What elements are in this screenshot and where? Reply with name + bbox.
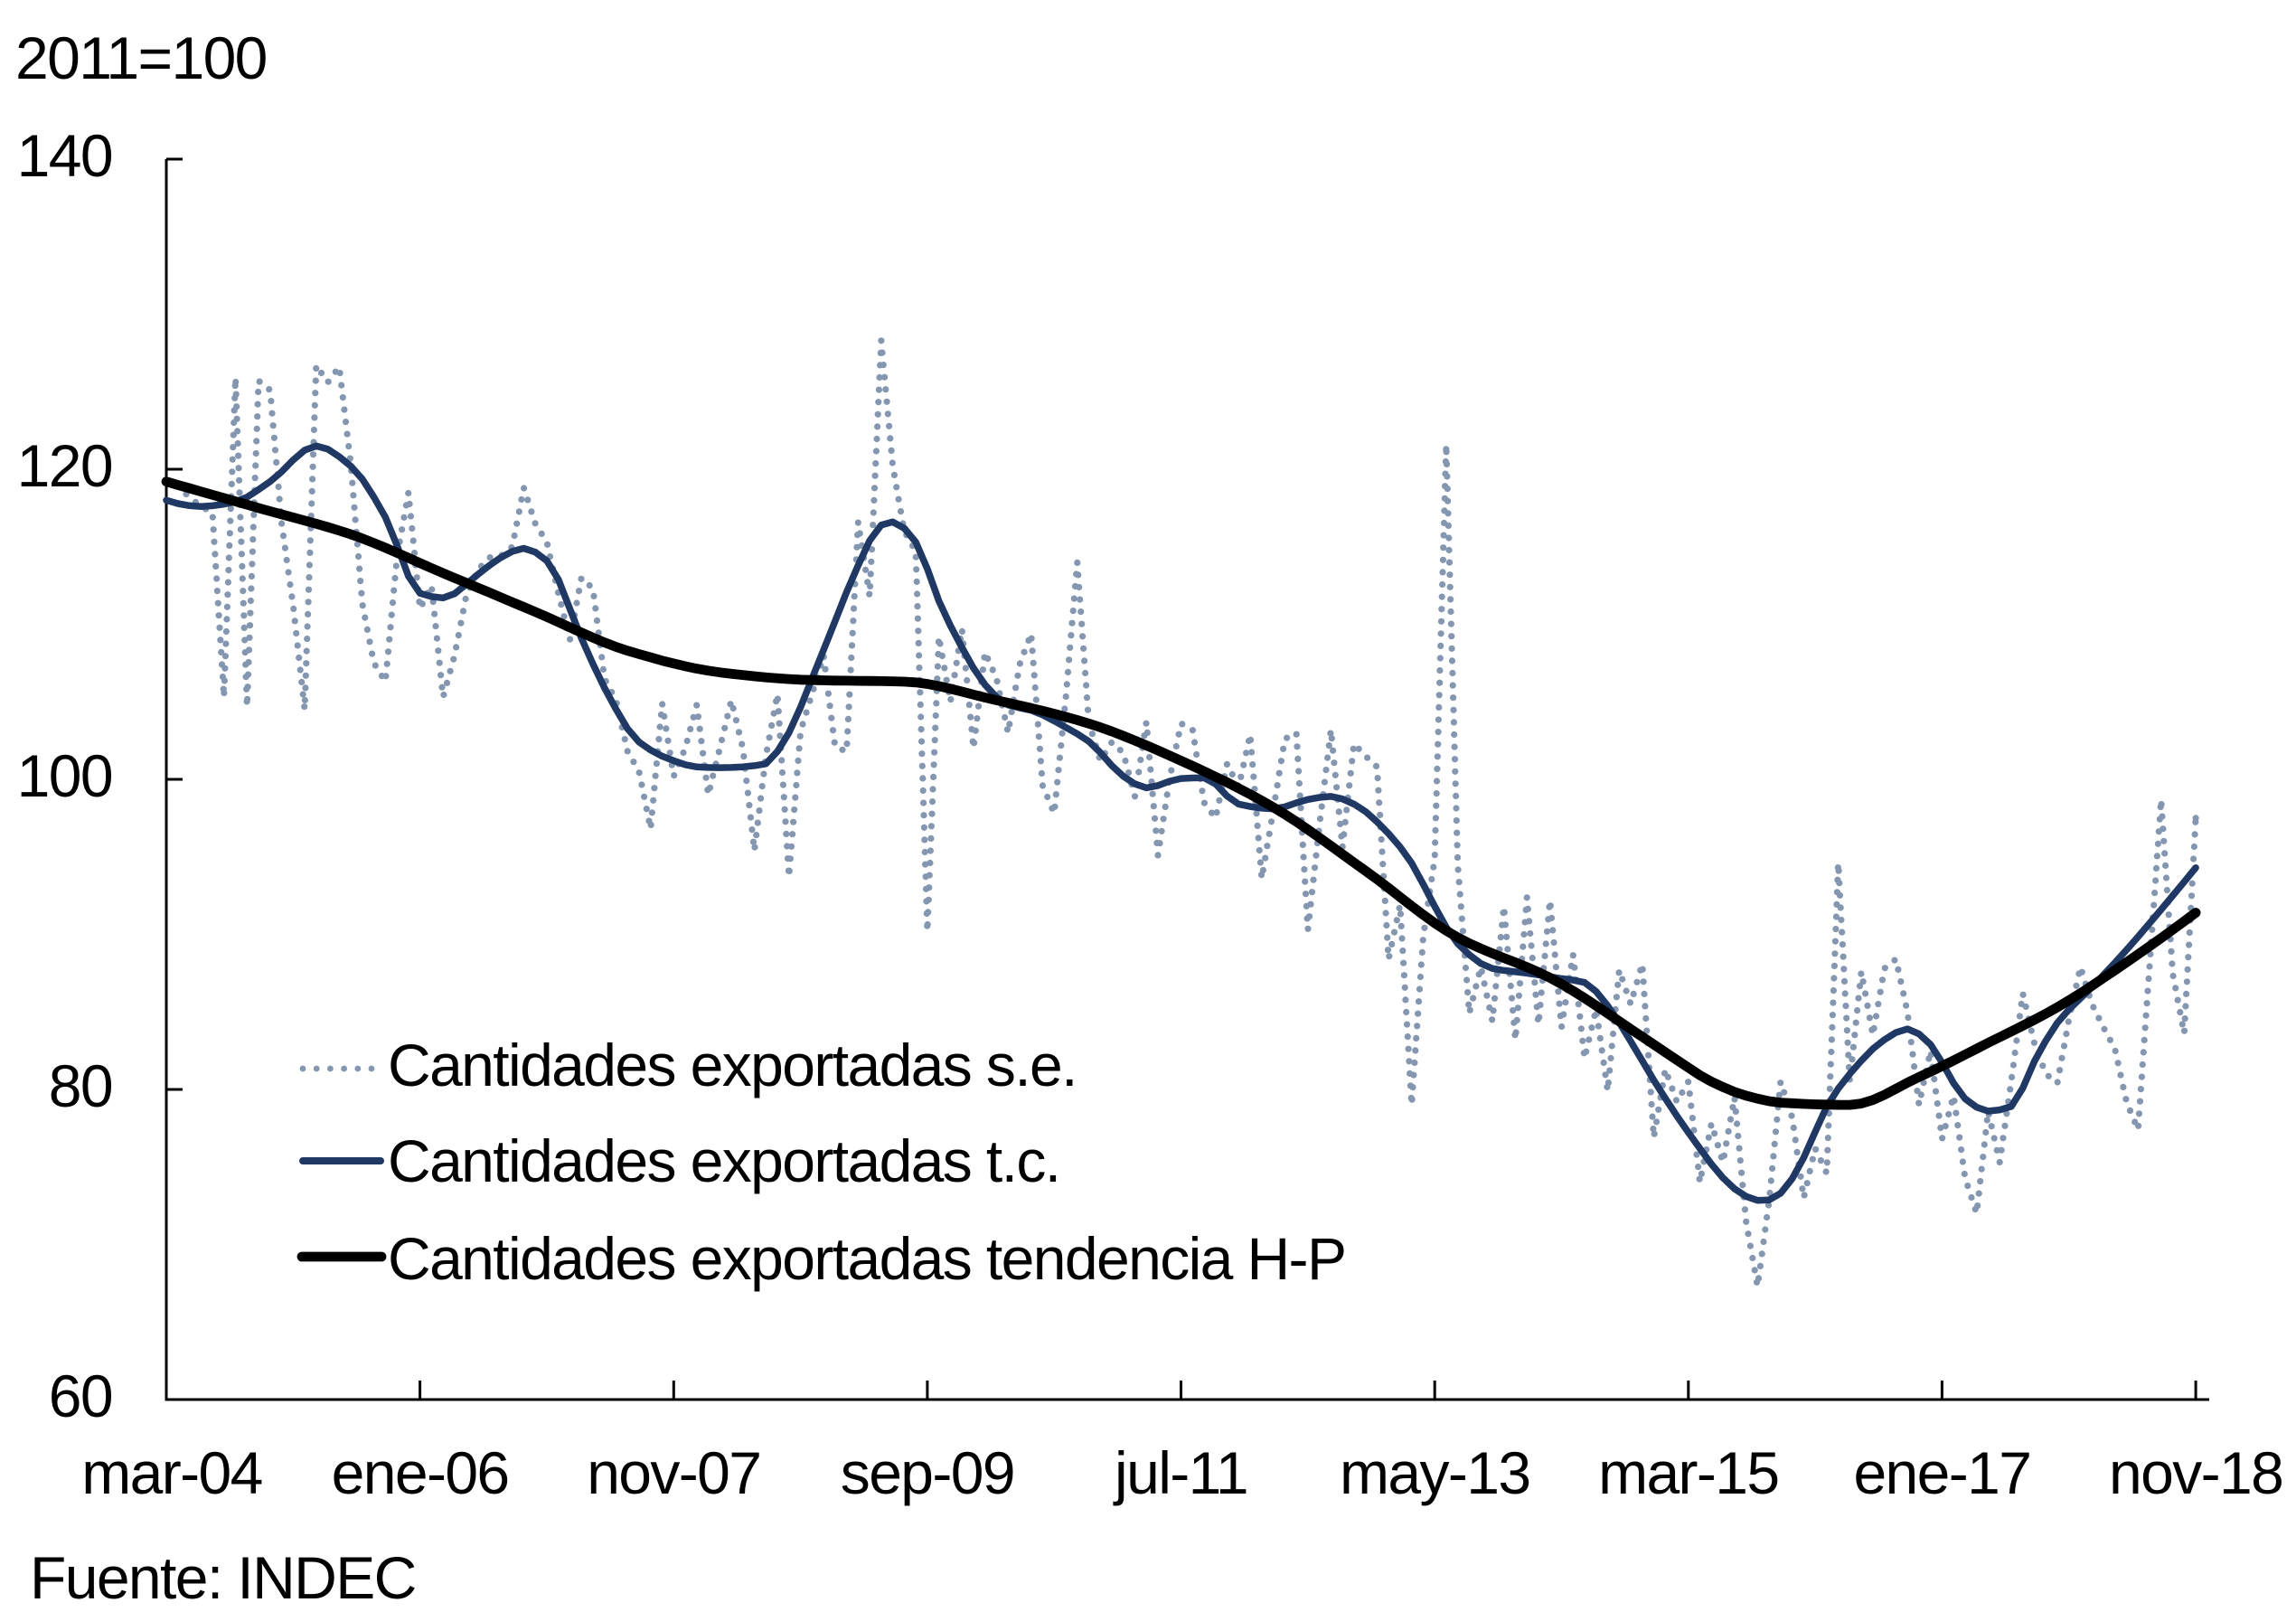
svg-text:ene-06: ene-06	[332, 1439, 509, 1506]
svg-text:Fuente: INDEC: Fuente: INDEC	[30, 1544, 416, 1611]
svg-text:may-13: may-13	[1340, 1439, 1529, 1506]
svg-text:Cantidades exportadas tendenci: Cantidades exportadas tendencia H-P	[388, 1225, 1345, 1292]
svg-text:100: 100	[17, 742, 112, 809]
svg-text:nov-07: nov-07	[587, 1439, 760, 1506]
svg-text:jul-11: jul-11	[1113, 1439, 1247, 1506]
svg-text:sep-09: sep-09	[841, 1439, 1014, 1506]
svg-text:60: 60	[49, 1362, 112, 1429]
svg-text:ene-17: ene-17	[1853, 1439, 2030, 1506]
svg-text:mar-04: mar-04	[81, 1439, 261, 1506]
svg-text:80: 80	[49, 1052, 112, 1119]
svg-text:Cantidades exportadas s.e.: Cantidades exportadas s.e.	[388, 1032, 1077, 1098]
svg-text:140: 140	[17, 122, 112, 189]
svg-text:nov-18: nov-18	[2109, 1439, 2282, 1506]
svg-text:Cantidades exportadas t.c.: Cantidades exportadas t.c.	[388, 1127, 1060, 1194]
svg-text:2011=100: 2011=100	[15, 24, 267, 91]
svg-text:120: 120	[17, 432, 112, 499]
svg-text:mar-15: mar-15	[1598, 1439, 1778, 1506]
